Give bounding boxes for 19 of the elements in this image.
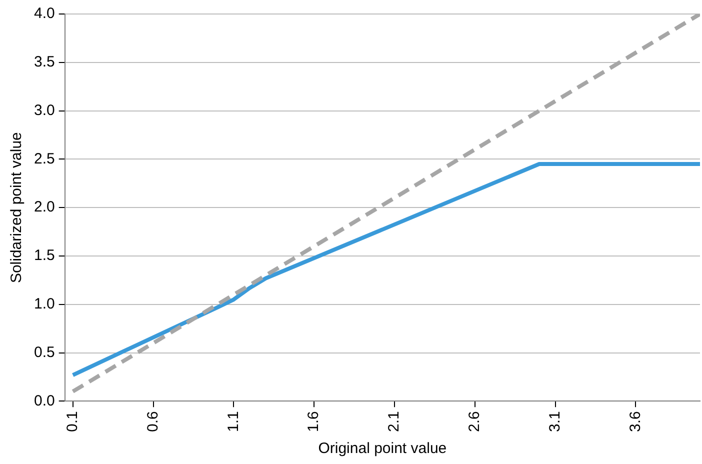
y-tick-label: 3.0 (34, 102, 55, 119)
x-tick-label: 2.1 (386, 411, 403, 432)
y-tick-label: 2.5 (34, 150, 55, 168)
y-tick-label: 3.5 (34, 54, 55, 71)
x-tick-label: 3.1 (546, 411, 564, 432)
y-tick-label: 2.0 (34, 198, 55, 216)
x-tick-label: 0.1 (64, 411, 82, 432)
x-tick-label: 2.6 (466, 411, 484, 432)
x-tick-label: 0.6 (144, 411, 162, 432)
y-tick-label: 4.0 (34, 5, 55, 22)
x-tick-label: 1.1 (224, 411, 242, 432)
y-axis-title: Solidarized point value (8, 132, 26, 284)
x-tick-label: 1.6 (305, 411, 322, 432)
x-tick-label: 3.6 (626, 411, 644, 432)
y-tick-label: 0.5 (34, 344, 55, 361)
y-tick-label: 1.5 (34, 247, 55, 264)
y-tick-label: 0.0 (34, 392, 55, 410)
x-axis-title: Original point value (318, 440, 447, 458)
y-tick-label: 1.0 (34, 296, 55, 312)
